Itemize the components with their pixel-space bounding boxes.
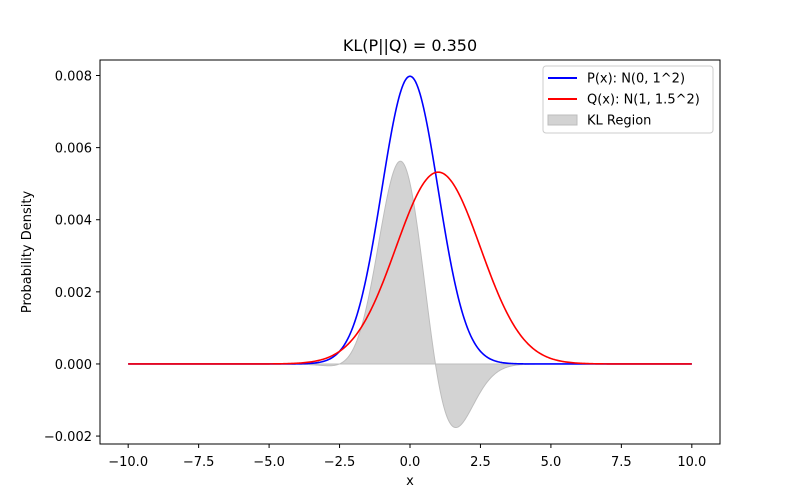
y-axis: −0.002 0.000 0.002 0.004 0.006 0.008 xyxy=(44,70,100,445)
line-layer xyxy=(128,75,692,365)
legend-box xyxy=(542,65,714,134)
x-tick-label: 0.0 xyxy=(400,455,421,470)
legend-label: P(x): N(0, 1^2) xyxy=(587,72,685,87)
legend-label: Q(x): N(1, 1.5^2) xyxy=(587,93,700,108)
chart-title: KL(P||Q) = 0.350 xyxy=(343,36,477,55)
legend: P(x): N(0, 1^2) Q(x): N(1, 1.5^2) KL Regio… xyxy=(542,65,714,134)
fill-layer xyxy=(128,160,692,429)
y-tick-label: 0.000 xyxy=(55,358,92,373)
x-tick-label: −7.5 xyxy=(183,455,215,470)
y-tick-label: −0.002 xyxy=(44,430,92,445)
x-tick-label: −5.0 xyxy=(253,455,285,470)
x-axis: −10.0 −7.5 −5.0 −2.5 0.0 2.5 5.0 7.5 10.0 xyxy=(108,444,706,470)
x-axis-label: x xyxy=(406,474,414,489)
x-tick-label: 10.0 xyxy=(677,455,706,470)
x-tick-label: 2.5 xyxy=(470,455,491,470)
y-tick-label: 0.008 xyxy=(55,70,92,85)
legend-swatch-kl xyxy=(547,114,578,126)
y-tick-label: 0.002 xyxy=(55,286,92,301)
y-tick-label: 0.004 xyxy=(55,214,92,229)
x-tick-label: 5.0 xyxy=(541,455,562,470)
series-q-line xyxy=(128,171,692,365)
x-tick-label: −10.0 xyxy=(108,455,148,470)
legend-label: KL Region xyxy=(587,114,651,129)
x-tick-label: −2.5 xyxy=(324,455,356,470)
y-tick-label: 0.006 xyxy=(55,142,92,157)
x-tick-label: 7.5 xyxy=(611,455,632,470)
y-axis-label: Probability Density xyxy=(20,191,35,314)
kl-region-fill xyxy=(128,160,692,429)
